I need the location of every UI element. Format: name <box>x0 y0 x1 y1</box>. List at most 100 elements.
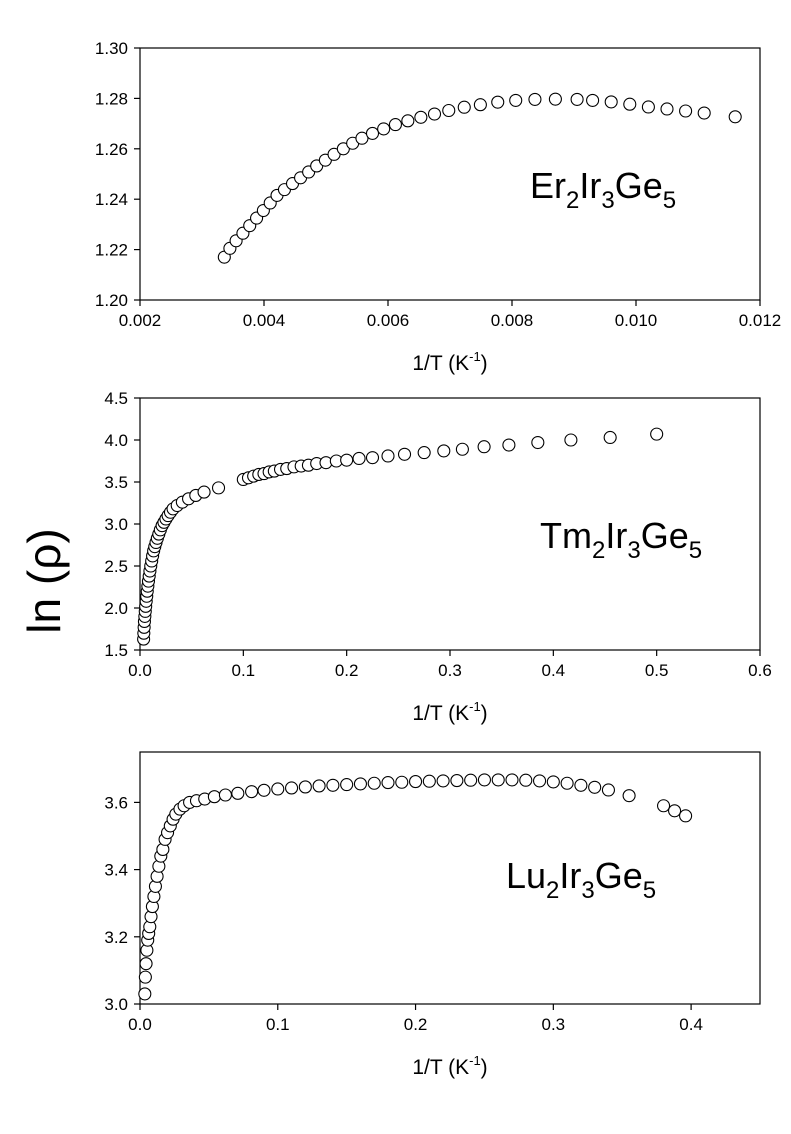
data-point <box>312 779 326 793</box>
data-point <box>257 783 271 797</box>
data-point <box>473 98 487 112</box>
data-point <box>211 481 226 495</box>
x-tick-label: 0.2 <box>404 1015 428 1034</box>
data-point <box>477 773 491 787</box>
x-axis-title: 1/T (K-1) <box>412 1053 487 1079</box>
y-tick-label: 3.0 <box>104 995 128 1014</box>
data-point <box>353 777 367 791</box>
data-point <box>509 93 523 107</box>
data-point <box>450 774 464 788</box>
y-tick-label: 3.0 <box>104 515 128 534</box>
x-tick-label: 0.010 <box>615 311 658 330</box>
y-tick-label: 4.5 <box>104 389 128 408</box>
data-point <box>436 774 450 788</box>
y-tick-label: 3.6 <box>104 793 128 812</box>
data-point <box>340 453 354 467</box>
compound-label: Lu2Ir3Ge5 <box>506 855 656 904</box>
panel-er2ir3ge5: 0.002 0.004 0.006 0.008 0.010 0.012 1.20 1.22 1.… <box>95 39 781 375</box>
x-tick-label: 0.0 <box>128 1015 152 1034</box>
compound-label: Tm2Ir3Ge5 <box>540 515 702 564</box>
data-point <box>650 427 664 441</box>
data-point <box>546 775 560 789</box>
data-point <box>367 776 381 790</box>
data-point <box>245 785 259 799</box>
data-point <box>455 442 469 456</box>
data-point <box>437 444 451 458</box>
x-axis-title: 1/T (K-1) <box>412 699 487 725</box>
data-point <box>401 114 415 128</box>
data-point <box>574 778 588 792</box>
y-tick-label: 3.4 <box>104 861 128 880</box>
data-point <box>365 126 380 140</box>
data-point <box>464 773 478 787</box>
data-point <box>477 440 491 454</box>
data-point <box>531 435 545 450</box>
data-point <box>139 957 153 971</box>
data-point <box>657 799 671 813</box>
data-point <box>414 110 428 124</box>
data-point <box>601 783 615 797</box>
data-point <box>457 100 471 114</box>
y-axis-title: ln (ρ) <box>18 528 70 633</box>
x-tick-label: 0.006 <box>367 311 410 330</box>
data-point <box>697 106 711 120</box>
data-point <box>365 451 380 465</box>
panel-lu2ir3ge5: 0.0 0.1 0.2 0.3 0.4 3.0 3.2 3.4 3.6 1/T (K-1) Lu2I… <box>104 751 761 1079</box>
data-point <box>409 775 423 789</box>
x-tick-label: 0.2 <box>335 661 359 680</box>
data-point <box>564 433 578 447</box>
data-point <box>427 107 442 121</box>
data-point <box>502 438 516 452</box>
data-point <box>491 95 505 109</box>
y-tick-label: 1.20 <box>95 291 128 310</box>
x-tick-label: 0.0 <box>128 661 152 680</box>
data-point <box>271 782 285 796</box>
data-point <box>397 447 412 461</box>
x-tick-label: 0.6 <box>748 661 772 680</box>
data-point <box>519 773 533 787</box>
data-point <box>417 446 431 460</box>
data-point <box>528 92 542 106</box>
data-point <box>660 102 674 116</box>
plot-frame <box>139 751 761 1005</box>
data-point <box>641 100 655 114</box>
x-tick-label: 0.1 <box>266 1015 290 1034</box>
data-point <box>218 788 232 802</box>
data-point <box>728 110 742 124</box>
data-point <box>138 987 152 1001</box>
data-point <box>505 773 519 787</box>
data-point <box>570 92 584 106</box>
data-point <box>622 789 636 803</box>
data-point <box>352 451 366 466</box>
data-point <box>377 122 391 136</box>
data-point <box>231 786 245 800</box>
plot-frame <box>139 47 761 301</box>
data-point <box>623 97 637 111</box>
data-point <box>381 449 395 463</box>
x-tick-label: 0.3 <box>542 1015 566 1034</box>
y-tick-label: 3.2 <box>104 928 128 947</box>
x-tick-label: 0.4 <box>679 1015 703 1034</box>
y-tick-label: 1.28 <box>95 89 128 108</box>
y-tick-label: 4.0 <box>104 431 128 450</box>
y-tick-label: 1.22 <box>95 241 128 260</box>
x-tick-label: 0.002 <box>119 311 162 330</box>
data-point <box>533 774 547 788</box>
data-point <box>491 773 505 787</box>
data-point <box>388 118 402 132</box>
panel-tm2ir3ge5: 0.0 0.1 0.2 0.3 0.4 0.5 0.6 1.5 2.0 2.5 3.0 3.5 4.0 4… <box>104 389 771 725</box>
data-point <box>422 774 436 788</box>
data-point <box>285 781 299 795</box>
data-point <box>355 131 369 145</box>
x-tick-label: 0.1 <box>232 661 256 680</box>
data-point <box>548 92 562 106</box>
x-tick-label: 0.4 <box>542 661 566 680</box>
data-point <box>604 95 618 109</box>
data-point <box>326 778 340 792</box>
data-point <box>340 778 354 792</box>
y-tick-label: 1.30 <box>95 39 128 58</box>
y-tick-label: 1.26 <box>95 140 128 159</box>
data-point <box>197 485 211 499</box>
y-tick-label: 2.5 <box>104 557 128 576</box>
